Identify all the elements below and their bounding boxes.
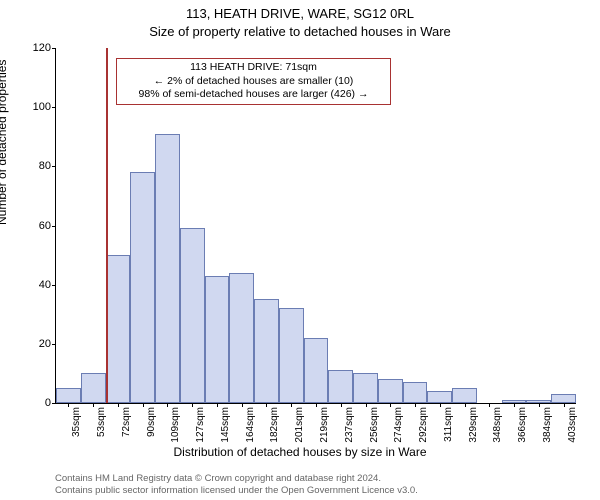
bar — [106, 255, 131, 403]
x-tick-label: 237sqm — [344, 407, 355, 443]
x-tick-label: 164sqm — [245, 407, 256, 443]
x-tick-mark — [440, 403, 441, 407]
plot-area: 02040608010012035sqm53sqm72sqm90sqm109sq… — [55, 48, 576, 404]
x-tick-label: 403sqm — [567, 407, 578, 443]
x-tick-mark — [266, 403, 267, 407]
x-tick-mark — [415, 403, 416, 407]
chart-title-sub: Size of property relative to detached ho… — [0, 24, 600, 39]
y-tick-mark — [52, 107, 56, 108]
x-tick-label: 127sqm — [195, 407, 206, 443]
bar — [56, 388, 81, 403]
x-tick-label: 274sqm — [393, 407, 404, 443]
bar — [452, 388, 477, 403]
x-tick-label: 384sqm — [542, 407, 553, 443]
y-tick-mark — [52, 226, 56, 227]
bar — [229, 273, 254, 403]
bar — [551, 394, 576, 403]
x-tick-mark — [489, 403, 490, 407]
x-tick-mark — [539, 403, 540, 407]
bar — [353, 373, 378, 403]
bar — [205, 276, 230, 403]
y-tick-mark — [52, 403, 56, 404]
annotation-line: ← 2% of detached houses are smaller (10) — [123, 75, 384, 89]
chart-title-main: 113, HEATH DRIVE, WARE, SG12 0RL — [0, 6, 600, 21]
y-tick-mark — [52, 285, 56, 286]
x-tick-label: 35sqm — [71, 407, 82, 437]
x-tick-mark — [93, 403, 94, 407]
marker-line — [106, 48, 108, 403]
x-tick-label: 90sqm — [146, 407, 157, 437]
x-tick-label: 109sqm — [170, 407, 181, 443]
x-tick-label: 366sqm — [517, 407, 528, 443]
x-tick-label: 292sqm — [418, 407, 429, 443]
x-tick-label: 311sqm — [443, 407, 454, 442]
x-tick-mark — [68, 403, 69, 407]
bar — [304, 338, 329, 403]
bar — [155, 134, 180, 403]
x-tick-mark — [143, 403, 144, 407]
bar — [130, 172, 155, 403]
y-tick-mark — [52, 48, 56, 49]
bar — [254, 299, 279, 403]
footnote-line2: Contains public sector information licen… — [55, 485, 418, 496]
x-tick-mark — [118, 403, 119, 407]
annotation-line: 113 HEATH DRIVE: 71sqm — [123, 61, 384, 75]
x-tick-mark — [192, 403, 193, 407]
x-tick-mark — [514, 403, 515, 407]
bar — [427, 391, 452, 403]
bar — [180, 228, 205, 403]
x-tick-label: 182sqm — [269, 407, 280, 443]
x-tick-label: 53sqm — [96, 407, 107, 437]
y-tick-mark — [52, 344, 56, 345]
chart-container: 113, HEATH DRIVE, WARE, SG12 0RL Size of… — [0, 0, 600, 500]
x-tick-label: 201sqm — [294, 407, 305, 443]
bar — [81, 373, 106, 403]
annotation-line: 98% of semi-detached houses are larger (… — [123, 88, 384, 102]
x-tick-mark — [217, 403, 218, 407]
y-axis-label: Number of detached properties — [0, 60, 9, 225]
x-tick-mark — [465, 403, 466, 407]
x-tick-mark — [390, 403, 391, 407]
x-tick-mark — [564, 403, 565, 407]
x-tick-mark — [242, 403, 243, 407]
bar — [403, 382, 428, 403]
x-tick-mark — [366, 403, 367, 407]
x-axis-label: Distribution of detached houses by size … — [0, 445, 600, 459]
y-tick-mark — [52, 166, 56, 167]
x-tick-label: 145sqm — [220, 407, 231, 443]
bar — [279, 308, 304, 403]
x-tick-mark — [316, 403, 317, 407]
footnote: Contains HM Land Registry data © Crown c… — [55, 473, 418, 496]
annotation-box: 113 HEATH DRIVE: 71sqm← 2% of detached h… — [116, 58, 391, 105]
footnote-line1: Contains HM Land Registry data © Crown c… — [55, 473, 418, 484]
x-tick-label: 72sqm — [121, 407, 132, 437]
x-tick-mark — [291, 403, 292, 407]
bar — [328, 370, 353, 403]
x-tick-label: 348sqm — [492, 407, 503, 443]
x-tick-label: 329sqm — [468, 407, 479, 443]
x-tick-label: 219sqm — [319, 407, 330, 443]
bar — [378, 379, 403, 403]
x-tick-mark — [341, 403, 342, 407]
x-tick-mark — [167, 403, 168, 407]
x-tick-label: 256sqm — [369, 407, 380, 443]
